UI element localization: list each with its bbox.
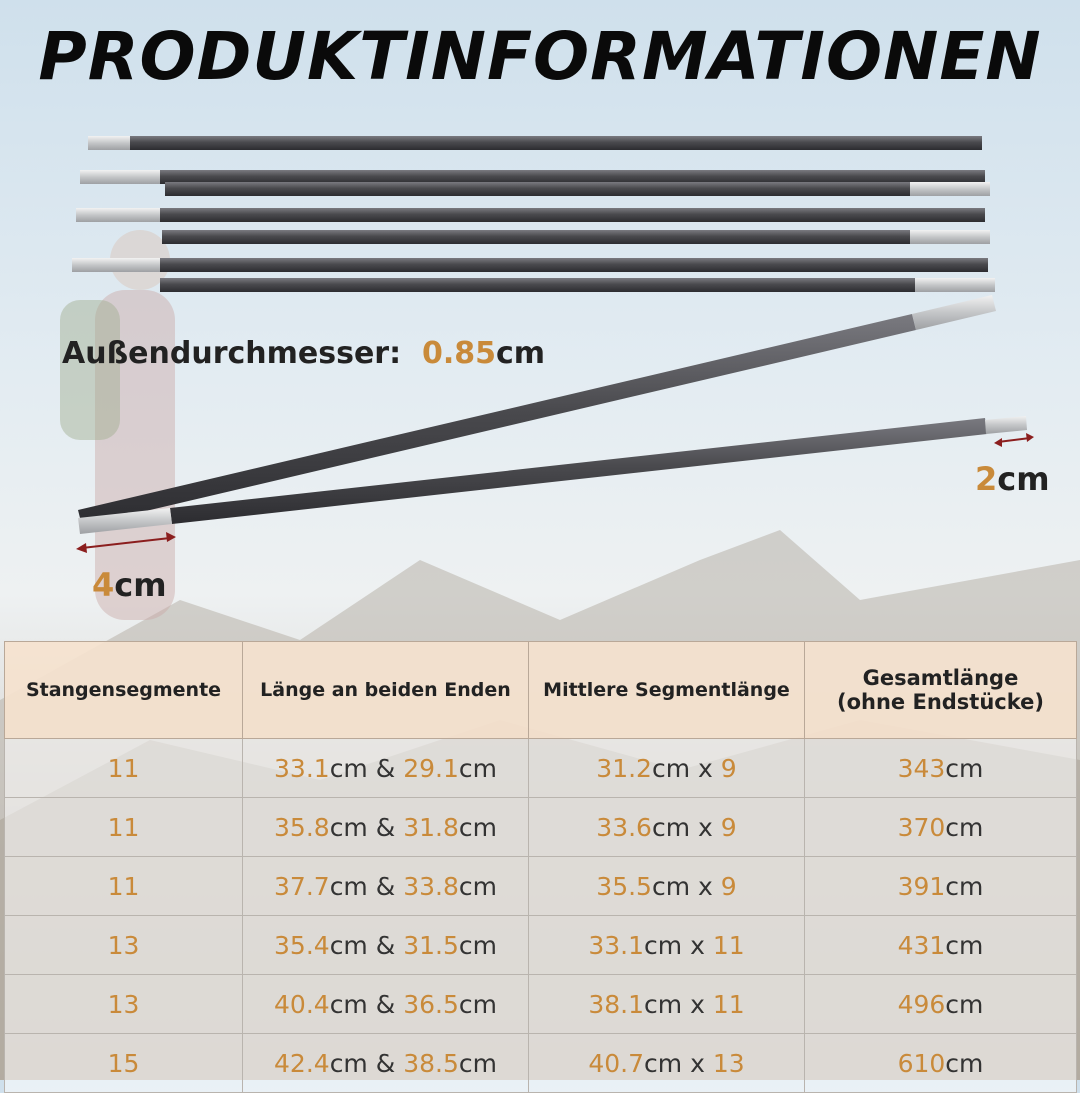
pole-segment xyxy=(160,278,915,292)
pole-ferrule xyxy=(910,230,990,244)
cell-middle-length: 33.1cm x 11 xyxy=(528,915,805,975)
cell-end-lengths: 42.4cm & 38.5cm xyxy=(242,1033,529,1093)
cell-total-length: 496cm xyxy=(804,974,1077,1034)
cell-total-length: 391cm xyxy=(804,856,1077,916)
pole-segment xyxy=(160,208,985,222)
pole-segment xyxy=(165,182,910,196)
header-total-length: Gesamtlänge (ohne Endstücke) xyxy=(804,641,1077,739)
pole-ferrule xyxy=(76,208,160,222)
header-middle-length: Mittlere Segmentlänge xyxy=(528,641,805,739)
cell-segments: 13 xyxy=(4,915,243,975)
arrow-4cm xyxy=(76,532,176,553)
cell-end-lengths: 37.7cm & 33.8cm xyxy=(242,856,529,916)
cell-total-length: 431cm xyxy=(804,915,1077,975)
pole-segment xyxy=(160,170,985,184)
table-row: 13 40.4cm & 36.5cm 38.1cm x 11 496cm xyxy=(4,974,1077,1034)
sleeve-length-label: 4cm xyxy=(92,566,167,604)
tip-length-label: 2cm xyxy=(975,460,1050,498)
cell-segments: 15 xyxy=(4,1033,243,1093)
pole-ferrule xyxy=(915,278,995,292)
pole-segment xyxy=(160,258,988,272)
cell-segments: 11 xyxy=(4,738,243,798)
cell-middle-length: 40.7cm x 13 xyxy=(528,1033,805,1093)
diagonal-pole-2 xyxy=(78,416,1027,534)
table-row: 11 37.7cm & 33.8cm 35.5cm x 9 391cm xyxy=(4,856,1077,916)
diameter-label: Außendurchmesser: 0.85cm xyxy=(62,336,546,371)
diameter-unit: cm xyxy=(496,336,546,371)
header-segments: Stangensegmente xyxy=(4,641,243,739)
cell-end-lengths: 35.8cm & 31.8cm xyxy=(242,797,529,857)
arrow-2cm xyxy=(994,433,1034,447)
table-row: 13 35.4cm & 31.5cm 33.1cm x 11 431cm xyxy=(4,915,1077,975)
cell-end-lengths: 35.4cm & 31.5cm xyxy=(242,915,529,975)
diameter-value: 0.85 xyxy=(421,336,497,371)
cell-middle-length: 35.5cm x 9 xyxy=(528,856,805,916)
pole-ferrule xyxy=(80,170,160,184)
cell-segments: 11 xyxy=(4,797,243,857)
pole-segment xyxy=(162,230,910,244)
cell-middle-length: 33.6cm x 9 xyxy=(528,797,805,857)
cell-middle-length: 31.2cm x 9 xyxy=(528,738,805,798)
cell-end-lengths: 33.1cm & 29.1cm xyxy=(242,738,529,798)
cell-segments: 11 xyxy=(4,856,243,916)
cell-total-length: 343cm xyxy=(804,738,1077,798)
pole-illustration xyxy=(72,136,1034,553)
table-row: 11 35.8cm & 31.8cm 33.6cm x 9 370cm xyxy=(4,797,1077,857)
cell-segments: 13 xyxy=(4,974,243,1034)
table-header-row: Stangensegmente Länge an beiden Enden Mi… xyxy=(4,641,1077,739)
pole-segment xyxy=(130,136,982,150)
pole-ferrule xyxy=(88,136,130,150)
page-title: PRODUKTINFORMATIONEN xyxy=(38,18,1042,95)
pole-ferrule xyxy=(72,258,160,272)
cell-middle-length: 38.1cm x 11 xyxy=(528,974,805,1034)
spec-table: Stangensegmente Länge an beiden Enden Mi… xyxy=(4,641,1077,1093)
cell-total-length: 370cm xyxy=(804,797,1077,857)
header-end-lengths: Länge an beiden Enden xyxy=(242,641,529,739)
diagonal-pole-1 xyxy=(78,295,996,526)
table-row: 11 33.1cm & 29.1cm 31.2cm x 9 343cm xyxy=(4,738,1077,798)
cell-total-length: 610cm xyxy=(804,1033,1077,1093)
table-row: 15 42.4cm & 38.5cm 40.7cm x 13 610cm xyxy=(4,1033,1077,1093)
cell-end-lengths: 40.4cm & 36.5cm xyxy=(242,974,529,1034)
pole-ferrule xyxy=(910,182,990,196)
